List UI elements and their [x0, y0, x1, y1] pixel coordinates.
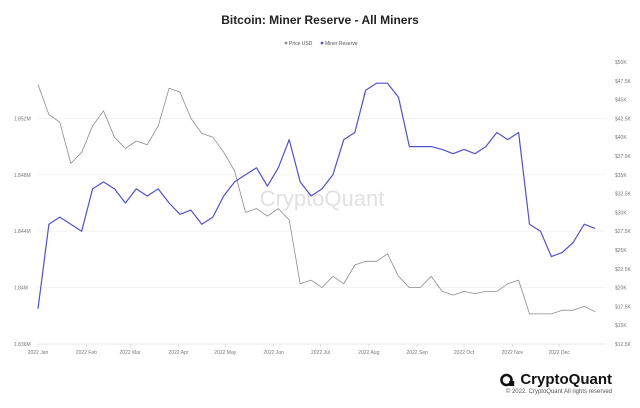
y-right-tick-label: $22.5K — [615, 267, 632, 273]
y-right-tick-label: $45K — [615, 98, 627, 104]
y-left-tick-label: 1.852M — [14, 116, 31, 122]
y-right-tick-label: $12.5K — [615, 342, 632, 348]
right-axis: $12.5K $15K $17.5K $20K $22.5K $25K $27.5K $30K… — [615, 60, 632, 348]
x-tick-label: 2022 Apr — [168, 350, 188, 356]
y-left-tick-label: 1.848M — [14, 173, 31, 179]
brand-name: CryptoQuant — [520, 371, 612, 388]
y-right-tick-label: $42.5K — [615, 116, 632, 122]
x-tick-label: 2022 Oct — [454, 350, 475, 356]
left-axis: 1.836M 1.84M 1.844M 1.848M 1.852M — [14, 116, 31, 348]
legend-marker — [284, 41, 288, 45]
y-right-tick-label: $40K — [615, 135, 627, 141]
price-usd-series-line — [37, 84, 596, 315]
y-right-tick-label: $17.5K — [615, 304, 632, 310]
chart-title: Bitcoin: Miner Reserve - All Miners — [221, 13, 419, 27]
x-tick-label: 2022 May — [214, 350, 236, 356]
y-right-tick-label: $32.5K — [615, 192, 632, 198]
y-left-tick-label: 1.84M — [14, 286, 28, 292]
x-tick-label: 2022 Aug — [358, 350, 379, 356]
y-right-tick-label: $20K — [615, 286, 627, 292]
y-right-tick-label: $35K — [615, 173, 627, 179]
x-tick-label: 2022 Sep — [406, 350, 428, 356]
y-right-tick-label: $25K — [615, 248, 627, 254]
x-tick-label: 2022 Nov — [502, 350, 524, 356]
watermark-text: CryptoQuant — [260, 186, 385, 211]
legend-marker — [320, 41, 324, 45]
legend-label[interactable]: Miner Reserve — [325, 41, 358, 47]
copyright-text: © 2022. CryptoQuant All rights reserved — [505, 389, 612, 395]
miner-reserve-series-line — [37, 82, 596, 309]
footer: CryptoQuant © 2022. CryptoQuant All righ… — [500, 371, 612, 395]
x-tick-label: 2022 Dec — [548, 350, 570, 356]
brand: CryptoQuant — [500, 371, 612, 388]
y-right-tick-label: $30K — [615, 210, 627, 216]
x-tick-label: 2022 Jul — [311, 350, 330, 356]
cryptoquant-logo-icon — [500, 373, 515, 386]
series-layer — [37, 82, 596, 315]
legend-label[interactable]: Price USD — [289, 41, 313, 47]
x-tick-label: 2022 Mar — [120, 350, 141, 356]
y-right-tick-label: $15K — [615, 323, 627, 329]
y-left-tick-label: 1.836M — [14, 342, 31, 348]
x-tick-label: 2022 Jun — [263, 350, 284, 356]
x-axis: 2022 Jan 2022 Feb 2022 Mar 2022 Apr 2022 May… — [28, 344, 570, 356]
y-right-tick-label: $47.5K — [615, 79, 632, 85]
y-left-tick-label: 1.844M — [14, 229, 31, 235]
x-tick-label: 2022 Jan — [28, 350, 49, 356]
y-right-tick-label: $27.5K — [615, 229, 632, 235]
legend[interactable]: Price USD Miner Reserve — [284, 41, 358, 47]
y-right-tick-label: $50K — [615, 60, 627, 66]
x-tick-label: 2022 Feb — [76, 350, 97, 356]
y-right-tick-label: $37.5K — [615, 154, 632, 160]
